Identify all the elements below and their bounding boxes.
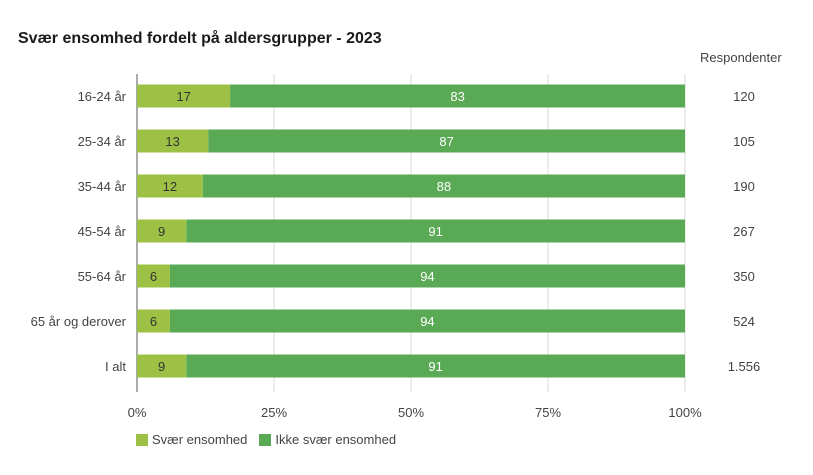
x-tick-label-3: 75%	[535, 405, 561, 420]
category-label-2: 35-44 år	[78, 179, 127, 194]
bar-1-4	[169, 264, 685, 288]
chart-title: Svær ensomhed fordelt på aldersgrupper -…	[18, 30, 382, 47]
legend-item-ikke-svaer: Ikke svær ensomhed	[259, 432, 396, 447]
bar-1-6	[186, 354, 685, 378]
category-label-4: 55-64 år	[78, 269, 127, 284]
category-label-6: I alt	[105, 359, 126, 374]
data-label-0-4: 6	[150, 269, 157, 284]
bar-1-3	[186, 219, 685, 243]
legend-item-svaer: Svær ensomhed	[136, 432, 247, 447]
category-label-5: 65 år og derover	[31, 314, 127, 329]
bar-0-0	[137, 84, 231, 108]
bar-0-6	[137, 354, 187, 378]
data-label-0-0: 17	[176, 89, 190, 104]
data-label-0-3: 9	[158, 224, 165, 239]
respondents-value-2: 190	[733, 179, 755, 194]
x-tick-label-0: 0%	[128, 405, 147, 420]
data-label-1-2: 88	[437, 179, 451, 194]
data-label-0-6: 9	[158, 359, 165, 374]
legend: Svær ensomhed Ikke svær ensomhed	[136, 432, 408, 447]
bar-0-3	[137, 219, 187, 243]
respondents-value-5: 524	[733, 314, 755, 329]
respondents-value-3: 267	[733, 224, 755, 239]
data-label-1-6: 91	[428, 359, 442, 374]
data-label-1-0: 83	[450, 89, 464, 104]
bar-1-5	[169, 309, 685, 333]
category-label-3: 45-54 år	[78, 224, 127, 239]
bar-0-1	[137, 129, 209, 153]
category-label-1: 25-34 år	[78, 134, 127, 149]
data-label-1-5: 94	[420, 314, 434, 329]
respondents-value-4: 350	[733, 269, 755, 284]
bar-1-0	[230, 84, 685, 108]
x-tick-label-2: 50%	[398, 405, 424, 420]
respondents-value-6: 1.556	[728, 359, 761, 374]
data-label-0-2: 12	[163, 179, 177, 194]
respondents-value-1: 105	[733, 134, 755, 149]
legend-swatch-ikke-svaer	[259, 433, 272, 446]
bar-0-4	[137, 264, 170, 288]
category-label-0: 16-24 år	[78, 89, 127, 104]
respondents-value-0: 120	[733, 89, 755, 104]
x-tick-label-4: 100%	[668, 405, 702, 420]
data-label-0-5: 6	[150, 314, 157, 329]
x-tick-label-1: 25%	[261, 405, 287, 420]
data-label-0-1: 13	[165, 134, 179, 149]
data-label-1-4: 94	[420, 269, 434, 284]
legend-swatch-svaer	[136, 433, 148, 446]
bar-0-5	[137, 309, 170, 333]
legend-label-svaer: Svær ensomhed	[152, 432, 248, 447]
respondents-header: Respondenter	[700, 50, 782, 65]
bar-1-2	[202, 174, 685, 198]
legend-label-ikke-svaer: Ikke svær ensomhed	[275, 432, 397, 447]
bar-1-1	[208, 129, 686, 153]
bar-0-2	[137, 174, 203, 198]
data-label-1-1: 87	[439, 134, 453, 149]
data-label-1-3: 91	[428, 224, 442, 239]
